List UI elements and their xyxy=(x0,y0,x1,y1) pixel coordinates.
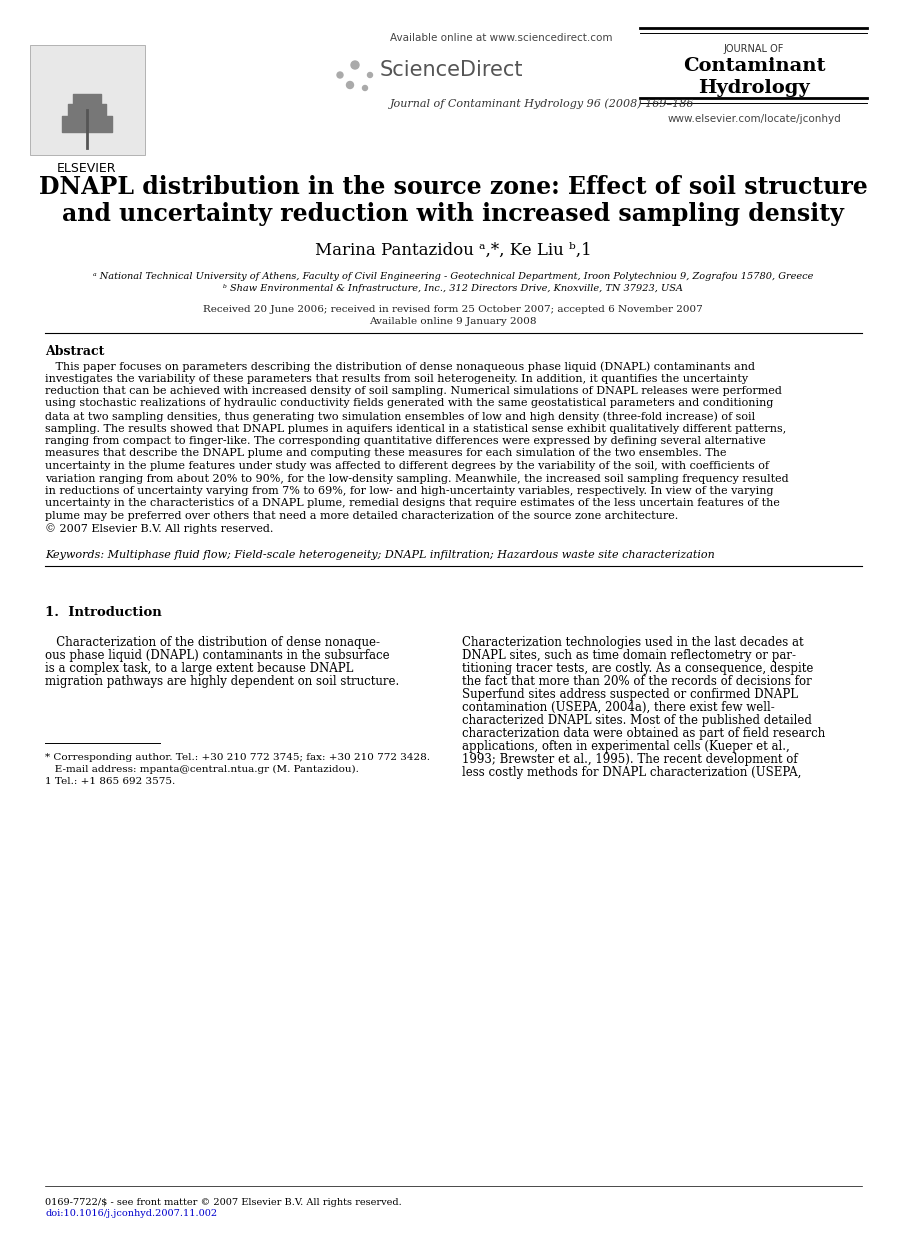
Text: Available online at www.sciencedirect.com: Available online at www.sciencedirect.co… xyxy=(390,33,612,43)
Text: and uncertainty reduction with increased sampling density: and uncertainty reduction with increased… xyxy=(62,202,844,227)
Text: migration pathways are highly dependent on soil structure.: migration pathways are highly dependent … xyxy=(45,675,399,688)
Text: Abstract: Abstract xyxy=(45,345,104,358)
Text: titioning tracer tests, are costly. As a consequence, despite: titioning tracer tests, are costly. As a… xyxy=(462,662,814,675)
Text: * Corresponding author. Tel.: +30 210 772 3745; fax: +30 210 772 3428.: * Corresponding author. Tel.: +30 210 77… xyxy=(45,753,430,763)
Text: the fact that more than 20% of the records of decisions for: the fact that more than 20% of the recor… xyxy=(462,675,812,688)
Text: investigates the variability of these parameters that results from soil heteroge: investigates the variability of these pa… xyxy=(45,374,748,384)
Text: variation ranging from about 20% to 90%, for the low-density sampling. Meanwhile: variation ranging from about 20% to 90%,… xyxy=(45,473,788,484)
Bar xyxy=(30,45,145,155)
Text: uncertainty in the characteristics of a DNAPL plume, remedial designs that requi: uncertainty in the characteristics of a … xyxy=(45,499,780,509)
Text: Available online 9 January 2008: Available online 9 January 2008 xyxy=(369,317,537,326)
Text: ous phase liquid (DNAPL) contaminants in the subsurface: ous phase liquid (DNAPL) contaminants in… xyxy=(45,649,390,662)
Text: Superfund sites address suspected or confirmed DNAPL: Superfund sites address suspected or con… xyxy=(462,688,798,701)
Text: plume may be preferred over others that need a more detailed characterization of: plume may be preferred over others that … xyxy=(45,511,678,521)
Text: ELSEVIER: ELSEVIER xyxy=(57,162,117,175)
Text: reduction that can be achieved with increased density of soil sampling. Numerica: reduction that can be achieved with incr… xyxy=(45,386,782,396)
Text: Received 20 June 2006; received in revised form 25 October 2007; accepted 6 Nove: Received 20 June 2006; received in revis… xyxy=(203,305,703,314)
Text: Keywords: Multiphase fluid flow; Field-scale heterogeneity; DNAPL infiltration; : Keywords: Multiphase fluid flow; Field-s… xyxy=(45,550,715,560)
Text: www.elsevier.com/locate/jconhyd: www.elsevier.com/locate/jconhyd xyxy=(668,114,841,124)
Text: is a complex task, to a large extent because DNAPL: is a complex task, to a large extent bec… xyxy=(45,662,354,675)
Text: Contaminant: Contaminant xyxy=(683,57,825,76)
Text: ᵃ National Technical University of Athens, Faculty of Civil Engineering - Geotec: ᵃ National Technical University of Athen… xyxy=(93,272,814,281)
Text: ScienceDirect: ScienceDirect xyxy=(380,59,523,80)
Text: uncertainty in the plume features under study was affected to different degrees : uncertainty in the plume features under … xyxy=(45,461,769,470)
Text: characterization data were obtained as part of field research: characterization data were obtained as p… xyxy=(462,727,825,740)
Text: applications, often in experimental cells (Kueper et al.,: applications, often in experimental cell… xyxy=(462,740,790,753)
Circle shape xyxy=(346,82,354,88)
Text: using stochastic realizations of hydraulic conductivity fields generated with th: using stochastic realizations of hydraul… xyxy=(45,399,774,409)
Circle shape xyxy=(337,72,343,78)
Circle shape xyxy=(367,73,373,78)
Text: doi:10.1016/j.jconhyd.2007.11.002: doi:10.1016/j.jconhyd.2007.11.002 xyxy=(45,1210,217,1218)
Text: 0169-7722/$ - see front matter © 2007 Elsevier B.V. All rights reserved.: 0169-7722/$ - see front matter © 2007 El… xyxy=(45,1198,402,1207)
Text: Hydrology: Hydrology xyxy=(698,79,810,97)
Circle shape xyxy=(351,61,359,69)
Text: in reductions of uncertainty varying from 7% to 69%, for low- and high-uncertain: in reductions of uncertainty varying fro… xyxy=(45,487,774,496)
Text: © 2007 Elsevier B.V. All rights reserved.: © 2007 Elsevier B.V. All rights reserved… xyxy=(45,524,273,535)
Text: 1993; Brewster et al., 1995). The recent development of: 1993; Brewster et al., 1995). The recent… xyxy=(462,753,797,766)
Circle shape xyxy=(363,85,367,90)
Text: characterized DNAPL sites. Most of the published detailed: characterized DNAPL sites. Most of the p… xyxy=(462,714,812,727)
Text: Characterization of the distribution of dense nonaque-: Characterization of the distribution of … xyxy=(45,636,380,649)
Text: measures that describe the DNAPL plume and computing these measures for each sim: measures that describe the DNAPL plume a… xyxy=(45,448,727,458)
Text: JOURNAL OF: JOURNAL OF xyxy=(724,45,785,54)
Text: ᵇ Shaw Environmental & Infrastructure, Inc., 312 Directors Drive, Knoxville, TN : ᵇ Shaw Environmental & Infrastructure, I… xyxy=(223,284,683,293)
Text: This paper focuses on parameters describing the distribution of dense nonaqueous: This paper focuses on parameters describ… xyxy=(45,361,755,371)
Text: 1.  Introduction: 1. Introduction xyxy=(45,605,161,619)
Text: E-mail address: mpanta@central.ntua.gr (M. Pantazidou).: E-mail address: mpanta@central.ntua.gr (… xyxy=(45,765,359,774)
Text: Characterization technologies used in the last decades at: Characterization technologies used in th… xyxy=(462,636,804,649)
Text: Journal of Contaminant Hydrology 96 (2008) 169–186: Journal of Contaminant Hydrology 96 (200… xyxy=(390,98,695,109)
Text: DNAPL sites, such as time domain reflectometry or par-: DNAPL sites, such as time domain reflect… xyxy=(462,649,796,662)
Text: contamination (USEPA, 2004a), there exist few well-: contamination (USEPA, 2004a), there exis… xyxy=(462,701,775,714)
Text: Marina Pantazidou ᵃ,*, Ke Liu ᵇ,1: Marina Pantazidou ᵃ,*, Ke Liu ᵇ,1 xyxy=(315,241,591,259)
Text: 1 Tel.: +1 865 692 3575.: 1 Tel.: +1 865 692 3575. xyxy=(45,777,175,786)
Text: data at two sampling densities, thus generating two simulation ensembles of low : data at two sampling densities, thus gen… xyxy=(45,411,756,422)
Text: ranging from compact to finger-like. The corresponding quantitative differences : ranging from compact to finger-like. The… xyxy=(45,436,766,446)
Text: less costly methods for DNAPL characterization (USEPA,: less costly methods for DNAPL characteri… xyxy=(462,766,802,779)
Text: DNAPL distribution in the source zone: Effect of soil structure: DNAPL distribution in the source zone: E… xyxy=(39,175,867,199)
Text: sampling. The results showed that DNAPL plumes in aquifers identical in a statis: sampling. The results showed that DNAPL … xyxy=(45,423,786,433)
